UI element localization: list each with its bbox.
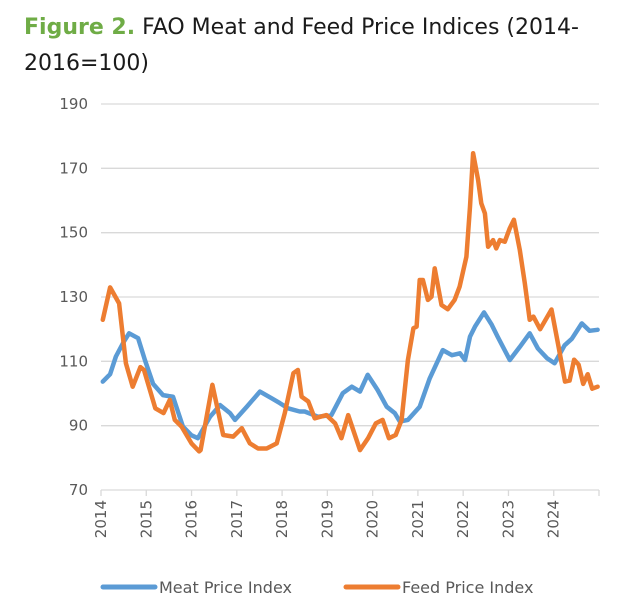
x-tick-label: 2020 xyxy=(364,500,382,538)
x-tick-label: 2014 xyxy=(92,500,110,538)
x-tick-label: 2021 xyxy=(409,500,427,538)
figure-title-text: FAO Meat and Feed Price Indices (2014-20… xyxy=(24,15,579,76)
figure-title: Figure 2. FAO Meat and Feed Price Indice… xyxy=(24,10,604,82)
x-tick-label: 2016 xyxy=(183,500,201,538)
y-tick-label: 110 xyxy=(59,352,88,370)
y-tick-label: 70 xyxy=(69,481,88,499)
y-tick-label: 150 xyxy=(59,224,88,242)
x-tick-label: 2015 xyxy=(137,500,155,538)
meat-price-index-line xyxy=(100,310,600,441)
x-axis: 2014 2015 2016 2017 2018 2019 2020 2021 2022 2023… xyxy=(92,489,600,538)
legend-meat-label: Meat Price Index xyxy=(159,578,292,597)
x-tick-label: 2019 xyxy=(318,500,336,538)
legend-feed-label: Feed Price Index xyxy=(402,578,533,597)
x-tick-label: 2024 xyxy=(545,500,563,538)
feed-price-index-line xyxy=(100,150,600,454)
y-tick-label: 130 xyxy=(59,288,88,306)
y-tick-label: 190 xyxy=(59,95,88,113)
legend: Meat Price Index Feed Price Index xyxy=(100,578,533,597)
x-tick-label: 2018 xyxy=(273,500,291,538)
y-axis-ticks: 70 90 110 130 150 170 190 xyxy=(59,95,88,499)
x-tick-label: 2023 xyxy=(499,500,517,538)
y-tick-label: 170 xyxy=(59,159,88,177)
y-tick-label: 90 xyxy=(69,417,88,435)
figure-label: Figure 2. xyxy=(24,15,136,40)
x-tick-label: 2017 xyxy=(228,500,246,538)
x-tick-label: 2022 xyxy=(454,500,472,538)
series-lines xyxy=(100,150,600,454)
